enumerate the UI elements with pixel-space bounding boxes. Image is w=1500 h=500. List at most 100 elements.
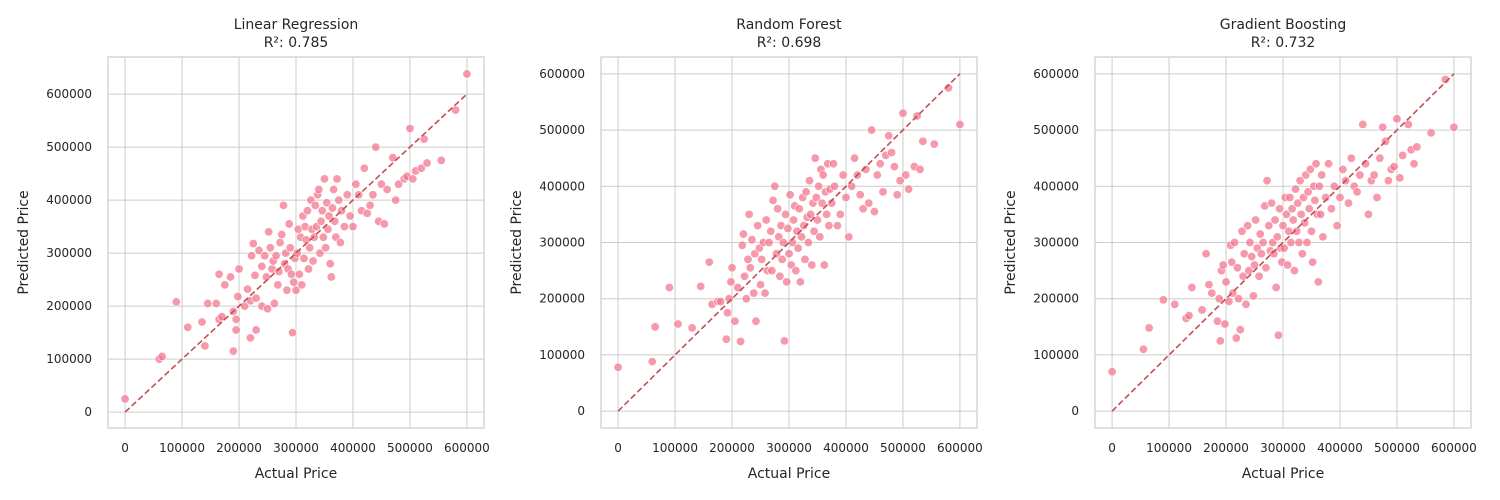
scatter-point xyxy=(770,181,780,191)
scatter-point xyxy=(809,226,819,236)
scatter-point xyxy=(1241,299,1251,309)
x-tick-label: 400000 xyxy=(823,441,869,455)
scatter-point xyxy=(847,181,857,191)
scatter-point xyxy=(878,187,888,197)
x-tick-label: 0 xyxy=(121,441,129,455)
scatter-point xyxy=(314,185,324,195)
scatter-point xyxy=(1272,232,1282,242)
chart-title: Gradient Boosting xyxy=(1220,17,1347,33)
scatter-point xyxy=(1324,159,1334,169)
scatter-point xyxy=(348,222,358,232)
scatter-point xyxy=(419,134,429,144)
scatter-point xyxy=(1355,170,1365,180)
chart-panel-1: 0 100000 200000 300000 400000 500000 600000 0 10… xyxy=(16,17,490,482)
scatter-point xyxy=(915,164,925,174)
scatter-point xyxy=(240,301,250,311)
scatter-point xyxy=(282,285,292,295)
x-tick-label: 500000 xyxy=(1374,441,1420,455)
scatter-point xyxy=(197,317,207,327)
scatter-point xyxy=(687,323,697,333)
scatter-point xyxy=(822,209,832,219)
scatter-point xyxy=(1304,204,1314,214)
scatter-point xyxy=(1295,176,1305,186)
y-tick-label: 0 xyxy=(84,405,92,419)
scatter-point xyxy=(1378,122,1388,132)
scatter-point xyxy=(782,277,792,287)
scatter-point xyxy=(1317,170,1327,180)
scatter-point xyxy=(321,243,331,253)
scatter-point xyxy=(1389,162,1399,172)
scatter-point xyxy=(289,277,299,287)
x-axis-label: Actual Price xyxy=(748,466,830,482)
scatter-point xyxy=(814,181,824,191)
x-tick-label: 100000 xyxy=(652,441,698,455)
scatter-point xyxy=(1287,204,1297,214)
scatter-point xyxy=(777,254,787,264)
scatter-point xyxy=(1250,260,1260,270)
x-tick-label: 0 xyxy=(1108,441,1116,455)
scatter-point xyxy=(371,142,381,152)
scatter-point xyxy=(245,333,255,343)
chart-subtitle: R²: 0.785 xyxy=(264,35,329,51)
scatter-point xyxy=(334,195,344,205)
scatter-point xyxy=(1314,181,1324,191)
scatter-point xyxy=(329,185,339,195)
scatter-point xyxy=(812,215,822,225)
scatter-point xyxy=(273,280,283,290)
scatter-point xyxy=(1243,221,1253,231)
scatter-point xyxy=(271,251,281,261)
scatter-point xyxy=(351,179,361,189)
scatter-point xyxy=(1338,164,1348,174)
scatter-point xyxy=(895,176,905,186)
scatter-point xyxy=(217,312,227,322)
scatter-point xyxy=(317,206,327,216)
scatter-point xyxy=(1251,215,1261,225)
scatter-point xyxy=(462,69,472,79)
y-tick-label: 200000 xyxy=(1033,292,1079,306)
scatter-point xyxy=(250,270,260,280)
scatter-point xyxy=(342,190,352,200)
scatter-point xyxy=(783,223,793,233)
scatter-point xyxy=(747,235,757,245)
chart-title: Random Forest xyxy=(736,17,842,33)
scatter-point xyxy=(405,124,415,134)
x-tick-label: 400000 xyxy=(330,441,376,455)
scatter-point xyxy=(785,190,795,200)
y-axis-label: Predicted Price xyxy=(1003,190,1019,294)
scatter-point xyxy=(793,243,803,253)
scatter-point xyxy=(231,325,241,335)
scatter-point xyxy=(1352,187,1362,197)
scatter-point xyxy=(451,105,461,115)
scatter-point xyxy=(1267,198,1277,208)
scatter-point xyxy=(157,351,167,361)
scatter-point xyxy=(1248,291,1258,301)
scatter-point xyxy=(1237,226,1247,236)
scatter-point xyxy=(884,131,894,141)
scatter-point xyxy=(1375,153,1385,163)
scatter-point xyxy=(901,170,911,180)
scatter-point xyxy=(1332,221,1342,231)
scatter-point xyxy=(1215,336,1225,346)
y-tick-label: 600000 xyxy=(1033,67,1079,81)
y-tick-label: 300000 xyxy=(539,236,585,250)
scatter-point xyxy=(359,163,369,173)
scatter-point xyxy=(1311,159,1321,169)
scatter-point xyxy=(391,195,401,205)
scatter-point xyxy=(737,240,747,250)
x-tick-label: 200000 xyxy=(1203,441,1249,455)
scatter-point xyxy=(791,266,801,276)
y-tick-label: 300000 xyxy=(46,246,92,260)
scatter-point xyxy=(1245,238,1255,248)
scatter-point xyxy=(200,341,210,351)
scatter-point xyxy=(1303,187,1313,197)
scatter-point xyxy=(721,334,731,344)
y-tick-label: 100000 xyxy=(46,352,92,366)
scatter-point xyxy=(214,269,224,279)
scatter-point xyxy=(263,304,273,314)
scatter-point xyxy=(781,209,791,219)
scatter-point xyxy=(818,170,828,180)
scatter-point xyxy=(764,238,774,248)
scatter-point xyxy=(319,174,329,184)
scatter-point xyxy=(1271,282,1281,292)
scatter-point xyxy=(807,260,817,270)
